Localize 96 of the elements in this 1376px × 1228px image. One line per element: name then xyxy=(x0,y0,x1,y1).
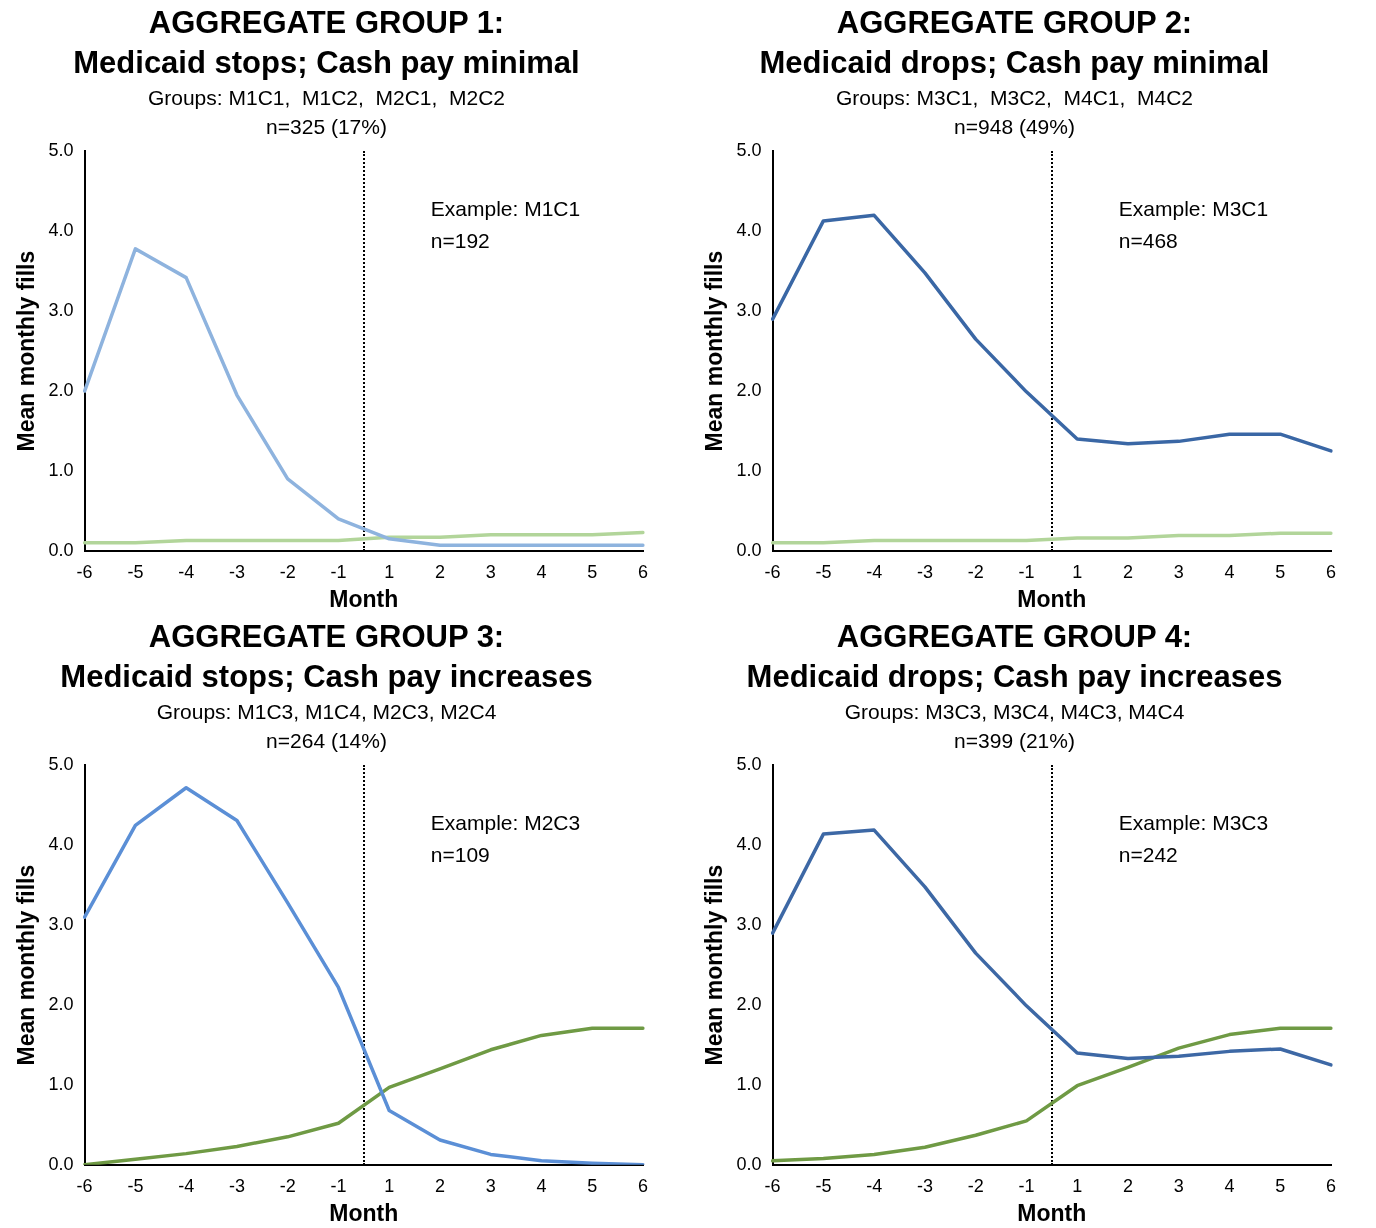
x-tick-label: 6 xyxy=(1325,1175,1337,1196)
x-tick-label: 3 xyxy=(1173,561,1184,582)
x-axis-title: Month xyxy=(1017,1199,1087,1226)
x-tick-label: 2 xyxy=(434,561,445,582)
y-tick-label: 3.0 xyxy=(48,914,74,935)
x-tick-label: 5 xyxy=(587,1175,598,1196)
x-tick-label: -3 xyxy=(916,561,933,582)
x-tick-label: -2 xyxy=(279,1175,296,1196)
x-tick-label: 2 xyxy=(1122,1175,1133,1196)
y-tick-label: 3.0 xyxy=(736,300,762,321)
x-tick-label: -1 xyxy=(1018,1175,1035,1196)
annotation: Example: M3C1 xyxy=(1118,196,1269,220)
y-tick-label: 0.0 xyxy=(736,539,762,560)
x-tick-label: -1 xyxy=(330,1175,347,1196)
x-tick-label: 4 xyxy=(1224,561,1235,582)
x-tick-label: -2 xyxy=(279,561,296,582)
y-tick-label: 5.0 xyxy=(48,754,74,775)
y-axis-title: Mean monthly fills xyxy=(701,864,728,1066)
y-tick-label: 4.0 xyxy=(48,834,74,855)
x-tick-label: 6 xyxy=(637,561,649,582)
x-tick-label: -6 xyxy=(764,561,781,582)
y-tick-label: 1.0 xyxy=(48,459,74,480)
y-tick-label: 2.0 xyxy=(736,994,762,1015)
y-tick-label: 3.0 xyxy=(48,300,74,321)
x-tick-label: -3 xyxy=(228,1175,245,1196)
x-tick-label: 2 xyxy=(434,1175,445,1196)
chart-title: AGGREGATE GROUP 3: Medicaid stops; Cash pay increases xyxy=(60,618,593,694)
x-tick-label: 1 xyxy=(1072,1175,1083,1196)
x-tick-label: 6 xyxy=(637,1175,649,1196)
x-tick-label: -6 xyxy=(76,561,93,582)
x-tick-label: 4 xyxy=(536,561,547,582)
y-tick-label: 1.0 xyxy=(736,1073,762,1094)
x-tick-label: 3 xyxy=(1173,1175,1184,1196)
x-tick-label: 1 xyxy=(1072,561,1083,582)
chart-subtitle: Groups: M1C3, M1C4, M2C3, M2C4 n=264 (14%) xyxy=(156,700,497,753)
annotation: Example: M3C3 xyxy=(1118,810,1269,834)
x-tick-label: -1 xyxy=(330,561,347,582)
x-tick-label: 5 xyxy=(1275,561,1286,582)
x-axis-title: Month xyxy=(329,1199,399,1226)
x-axis-title: Month xyxy=(329,585,399,612)
x-tick-label: -3 xyxy=(916,1175,933,1196)
y-tick-label: 5.0 xyxy=(48,140,74,161)
annotation: n=242 xyxy=(1118,842,1178,866)
x-tick-label: -2 xyxy=(967,561,984,582)
y-tick-label: 1.0 xyxy=(736,459,762,480)
y-tick-label: 0.0 xyxy=(48,539,74,560)
x-tick-label: 1 xyxy=(384,1175,395,1196)
x-tick-label: -2 xyxy=(967,1175,984,1196)
x-tick-label: 6 xyxy=(1325,561,1337,582)
annotation: Example: M1C1 xyxy=(430,196,581,220)
y-tick-label: 0.0 xyxy=(48,1153,74,1174)
y-tick-label: 4.0 xyxy=(736,220,762,241)
x-tick-label: 1 xyxy=(384,561,395,582)
chart-title: AGGREGATE GROUP 4: Medicaid drops; Cash pay increases xyxy=(746,618,1283,694)
y-tick-label: 5.0 xyxy=(736,754,762,775)
x-tick-label: -4 xyxy=(178,561,195,582)
x-tick-label: 5 xyxy=(587,561,598,582)
x-tick-label: -4 xyxy=(866,1175,883,1196)
x-tick-label: 3 xyxy=(485,561,496,582)
x-tick-label: -4 xyxy=(178,1175,195,1196)
y-tick-label: 3.0 xyxy=(736,914,762,935)
annotation: n=468 xyxy=(1118,228,1178,252)
y-tick-label: 1.0 xyxy=(48,1073,74,1094)
chart-title: AGGREGATE GROUP 2: Medicaid drops; Cash pay minimal xyxy=(759,4,1270,80)
y-tick-label: 4.0 xyxy=(736,834,762,855)
x-tick-label: -6 xyxy=(764,1175,781,1196)
x-tick-label: 5 xyxy=(1275,1175,1286,1196)
y-tick-label: 2.0 xyxy=(48,380,74,401)
annotation: n=192 xyxy=(430,228,490,252)
annotation: Example: M2C3 xyxy=(430,810,581,834)
y-axis-title: Mean monthly fills xyxy=(13,250,40,452)
x-tick-label: -5 xyxy=(127,561,144,582)
y-tick-label: 4.0 xyxy=(48,220,74,241)
y-tick-label: 2.0 xyxy=(736,380,762,401)
x-tick-label: -5 xyxy=(815,561,832,582)
x-tick-label: 3 xyxy=(485,1175,496,1196)
y-tick-label: 0.0 xyxy=(736,1153,762,1174)
x-tick-label: 4 xyxy=(1224,1175,1235,1196)
x-tick-label: -3 xyxy=(228,561,245,582)
y-axis-title: Mean monthly fills xyxy=(701,250,728,452)
x-axis-title: Month xyxy=(1017,585,1087,612)
x-tick-label: -5 xyxy=(815,1175,832,1196)
chart-subtitle: Groups: M3C3, M3C4, M4C3, M4C4 n=399 (21%) xyxy=(844,700,1185,753)
y-tick-label: 2.0 xyxy=(48,994,74,1015)
x-tick-label: -5 xyxy=(127,1175,144,1196)
chart-title: AGGREGATE GROUP 1: Medicaid stops; Cash pay minimal xyxy=(73,4,580,80)
y-tick-label: 5.0 xyxy=(736,140,762,161)
chart-subtitle: Groups: M3C1, M3C2, M4C1, M4C2 n=948 (49%) xyxy=(835,86,1194,139)
annotation: n=109 xyxy=(430,842,490,866)
x-tick-label: 2 xyxy=(1122,561,1133,582)
x-tick-label: -1 xyxy=(1018,561,1035,582)
x-tick-label: 4 xyxy=(536,1175,547,1196)
y-axis-title: Mean monthly fills xyxy=(13,864,40,1066)
x-tick-label: -6 xyxy=(76,1175,93,1196)
chart-subtitle: Groups: M1C1, M1C2, M2C1, M2C2 n=325 (17%) xyxy=(147,86,506,139)
x-tick-label: -4 xyxy=(866,561,883,582)
